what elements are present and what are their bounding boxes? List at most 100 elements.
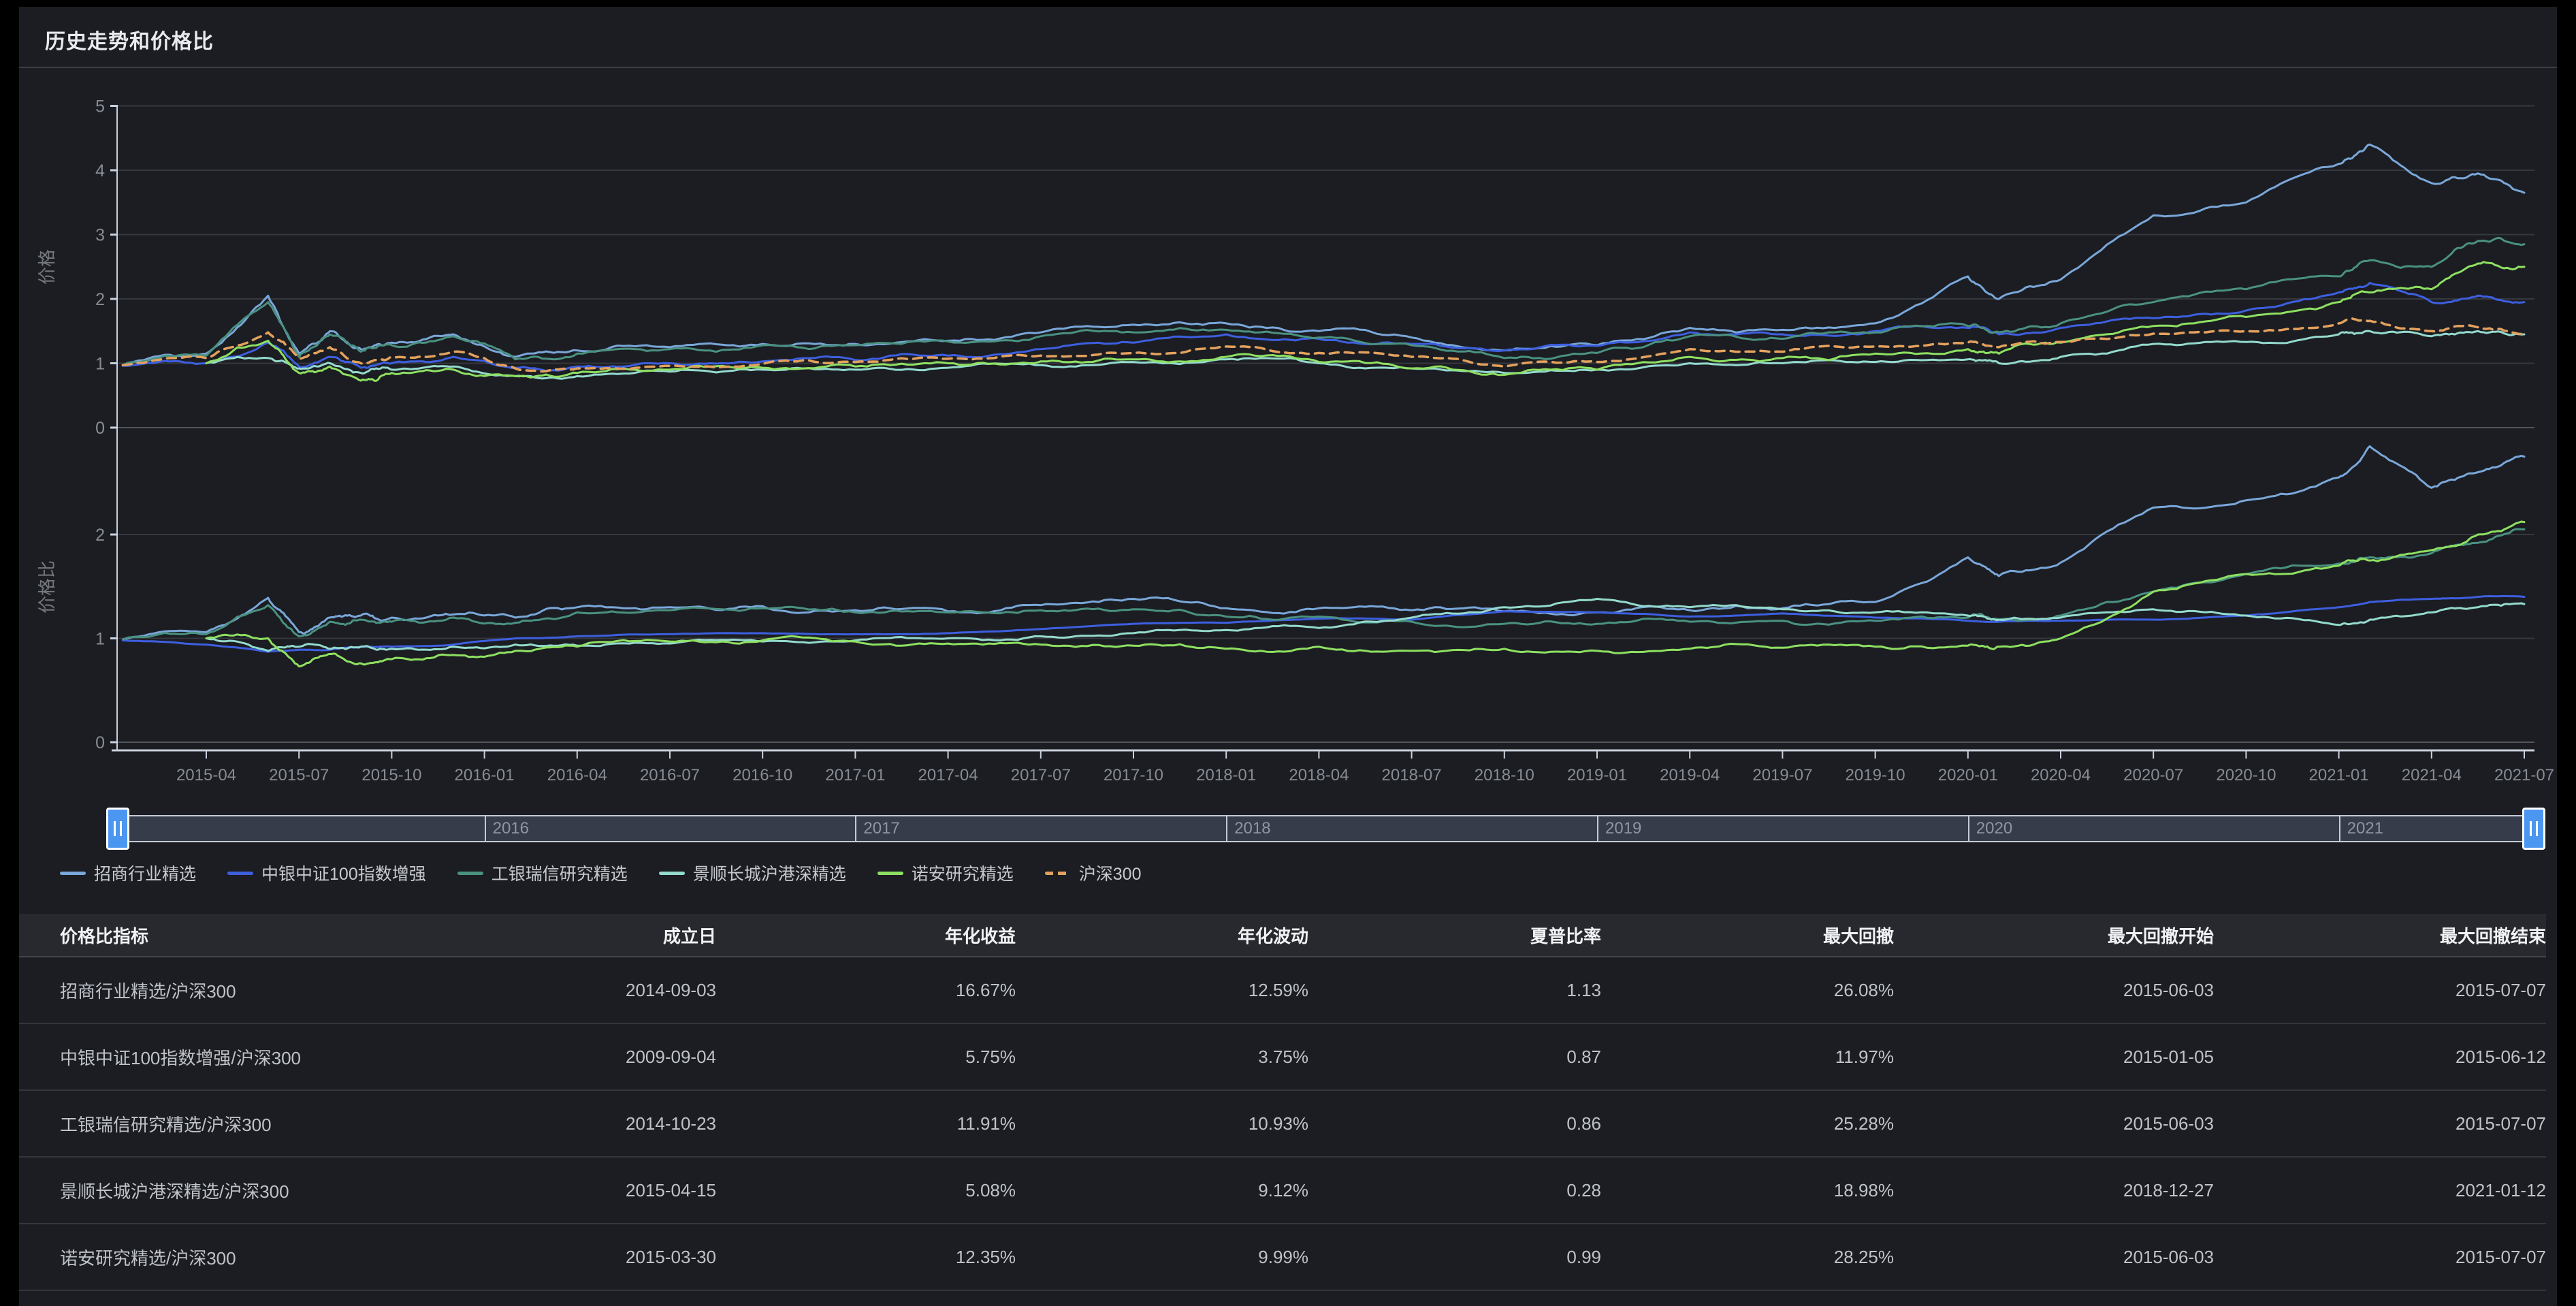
x-tick-label: 2016-04 [547, 766, 607, 784]
table-cell: 0.28 [1308, 1180, 1601, 1201]
legend-item-沪深300[interactable]: 沪深300 [1045, 861, 1142, 885]
table-cell: 2014-10-23 [428, 1113, 716, 1134]
legend-item-招商行业精选[interactable]: 招商行业精选 [60, 861, 196, 885]
table-row: 招商行业精选/沪深3002014-09-0316.67%12.59%1.1326… [19, 957, 2546, 1024]
series-line-工银瑞信研究精选/沪深300[interactable] [123, 529, 2524, 639]
x-tick-label: 2016-10 [732, 766, 792, 784]
y-tick-label: 0 [95, 733, 105, 752]
slider-year-2016[interactable]: 2016 [485, 816, 529, 841]
table-cell: 招商行业精选/沪深300 [19, 978, 428, 1003]
table-cell: 2015-04-15 [428, 1180, 716, 1201]
table-cell: 11.91% [716, 1113, 1016, 1134]
slider-year-2020[interactable]: 2020 [1968, 816, 2012, 841]
table-cell: 12.59% [1016, 980, 1308, 1001]
time-range-slider[interactable]: 2016 2017 2018 2019 2020 2021 [117, 815, 2534, 842]
slider-year-2021[interactable]: 2021 [2339, 816, 2383, 841]
y-tick-label: 2 [95, 526, 105, 545]
price-ratio-metrics-table: 价格比指标成立日年化收益年化波动夏普比率最大回撤最大回撤开始最大回撤结束招商行业… [19, 914, 2546, 1291]
table-header-cell: 最大回撤开始 [1894, 923, 2214, 948]
x-tick-label: 2019-10 [1846, 766, 1905, 784]
x-tick-label: 2018-10 [1475, 766, 1534, 784]
x-tick-label: 2021-07 [2494, 766, 2554, 784]
table-cell: 2015-07-07 [2214, 1247, 2546, 1268]
dashboard-panel: 历史走势和价格比 012345价格012价格比2015-042015-07201… [19, 7, 2557, 1306]
series-line-景顺长城沪港深精选[interactable] [206, 331, 2524, 379]
table-row: 景顺长城沪港深精选/沪深3002015-04-155.08%9.12%0.281… [19, 1158, 2546, 1224]
legend-swatch [457, 872, 483, 875]
table-cell: 2018-12-27 [1894, 1180, 2214, 1201]
x-tick-label: 2017-07 [1011, 766, 1071, 784]
y-tick-label: 3 [95, 226, 105, 245]
series-line-诺安研究精选/沪深300[interactable] [206, 522, 2524, 667]
table-cell: 2015-07-07 [2214, 980, 2546, 1001]
legend-swatch [60, 872, 86, 875]
legend-swatch [878, 872, 903, 875]
y-axis-title: 价格比 [37, 560, 57, 614]
x-tick-label: 2018-04 [1289, 766, 1349, 784]
table-cell: 2014-09-03 [428, 980, 716, 1001]
table-cell: 工银瑞信研究精选/沪深300 [19, 1111, 428, 1136]
panel-header: 历史走势和价格比 [19, 7, 2557, 68]
table-cell: 0.99 [1308, 1247, 1601, 1268]
x-tick-label: 2018-07 [1382, 766, 1442, 784]
table-cell: 2021-01-12 [2214, 1180, 2546, 1201]
x-tick-label: 2017-10 [1104, 766, 1163, 784]
table-cell: 0.87 [1308, 1047, 1601, 1068]
table-header-cell: 最大回撤 [1601, 923, 1894, 948]
legend-swatch [1045, 872, 1071, 875]
slider-year-2019[interactable]: 2019 [1597, 816, 1641, 841]
table-header-row: 价格比指标成立日年化收益年化波动夏普比率最大回撤最大回撤开始最大回撤结束 [19, 914, 2546, 957]
slider-year-2018[interactable]: 2018 [1226, 816, 1270, 841]
legend-item-中银中证100指数增强[interactable]: 中银中证100指数增强 [227, 861, 426, 885]
legend-item-诺安研究精选[interactable]: 诺安研究精选 [878, 861, 1014, 885]
table-row: 工银瑞信研究精选/沪深3002014-10-2311.91%10.93%0.86… [19, 1091, 2546, 1158]
series-line-招商行业精选[interactable] [123, 144, 2524, 365]
price-and-ratio-charts: 012345价格012价格比2015-042015-072015-102016-… [19, 68, 2557, 800]
legend-label: 中银中证100指数增强 [261, 861, 426, 885]
legend-label: 工银瑞信研究精选 [492, 861, 628, 885]
slider-handle-right[interactable] [2522, 808, 2545, 850]
table-cell: 12.35% [716, 1247, 1016, 1268]
table-header-cell: 夏普比率 [1308, 923, 1601, 948]
slider-handle-left[interactable] [106, 808, 129, 850]
table-cell: 景顺长城沪港深精选/沪深300 [19, 1178, 428, 1203]
legend-item-景顺长城沪港深精选[interactable]: 景顺长城沪港深精选 [659, 861, 846, 885]
table-cell: 2009-09-04 [428, 1047, 716, 1068]
y-tick-label: 0 [95, 419, 105, 438]
x-tick-label: 2015-07 [269, 766, 329, 784]
table-cell: 诺安研究精选/沪深300 [19, 1245, 428, 1270]
x-tick-label: 2020-01 [1938, 766, 1998, 784]
table-header-cell: 年化波动 [1016, 923, 1308, 948]
slider-year-2017[interactable]: 2017 [855, 816, 899, 841]
y-tick-label: 2 [95, 290, 105, 309]
x-tick-label: 2015-04 [176, 766, 236, 784]
x-tick-label: 2016-07 [640, 766, 700, 784]
x-tick-label: 2017-04 [918, 766, 978, 784]
table-cell: 18.98% [1601, 1180, 1894, 1201]
x-tick-label: 2017-01 [825, 766, 885, 784]
x-tick-label: 2020-04 [2031, 766, 2091, 784]
table-cell: 16.67% [716, 980, 1016, 1001]
legend-label: 沪深300 [1079, 861, 1142, 885]
page-title: 历史走势和价格比 [19, 7, 2557, 54]
x-tick-label: 2018-01 [1196, 766, 1256, 784]
table-cell: 0.86 [1308, 1113, 1601, 1134]
y-tick-label: 4 [95, 161, 105, 180]
table-cell: 9.12% [1016, 1180, 1308, 1201]
y-tick-label: 1 [95, 355, 105, 374]
legend-item-工银瑞信研究精选[interactable]: 工银瑞信研究精选 [457, 861, 628, 885]
legend-swatch [227, 872, 253, 875]
table-cell: 中银中证100指数增强/沪深300 [19, 1045, 428, 1070]
table-header-cell: 年化收益 [716, 923, 1016, 948]
x-tick-label: 2019-01 [1567, 766, 1627, 784]
table-header-cell: 成立日 [428, 923, 716, 948]
table-cell: 5.75% [716, 1047, 1016, 1068]
table-cell: 9.99% [1016, 1247, 1308, 1268]
legend-swatch [659, 872, 685, 875]
table-cell: 28.25% [1601, 1247, 1894, 1268]
chart-legend: 招商行业精选 中银中证100指数增强 工银瑞信研究精选 景顺长城沪港深精选 诺安研究精选… [60, 859, 1142, 887]
legend-label: 招商行业精选 [94, 861, 196, 885]
table-cell: 1.13 [1308, 980, 1601, 1001]
table-cell: 2015-01-05 [1894, 1047, 2214, 1068]
y-tick-label: 1 [95, 630, 105, 649]
